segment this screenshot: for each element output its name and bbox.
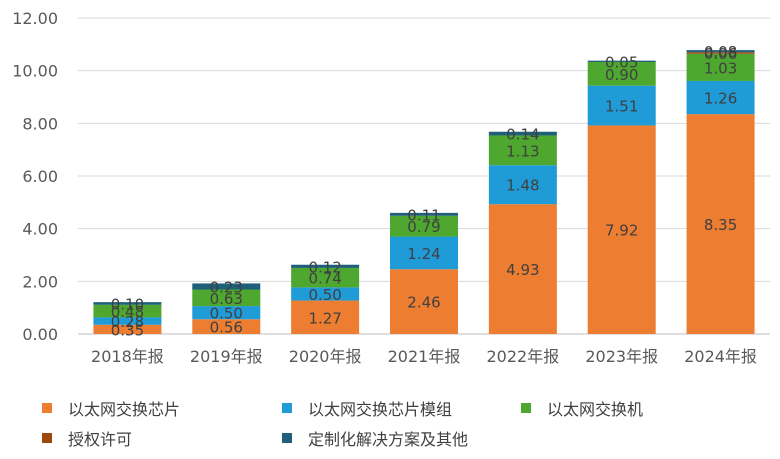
data-label: 1.13 [506, 142, 539, 160]
data-label: 1.26 [704, 90, 737, 108]
y-tick-label: 2.00 [22, 272, 58, 291]
legend-swatch [521, 403, 531, 413]
y-tick-label: 8.00 [22, 114, 58, 133]
legend-item-ethernet-switch-chip-module: 以太网交换芯片模组 [282, 396, 452, 420]
bar-segment [192, 319, 261, 334]
data-label: 0.28 [111, 313, 144, 331]
bar-segment [686, 80, 755, 115]
data-label: 0.50 [308, 286, 341, 304]
data-label: 0.74 [308, 270, 341, 288]
legend-label: 以太网交换机 [547, 400, 644, 419]
data-label: 0.05 [605, 53, 638, 71]
y-tick-label: 10.00 [12, 62, 58, 81]
data-label: 0.63 [210, 290, 243, 308]
data-label: 0.08 [704, 43, 737, 61]
bar-segment [488, 204, 557, 334]
y-tick-label: 4.00 [22, 220, 58, 239]
x-tick-label: 2018年报 [91, 347, 164, 366]
bar-segment [390, 215, 458, 237]
bar-segment [192, 283, 261, 290]
legend-swatch [282, 433, 292, 443]
bar-segment [93, 317, 162, 325]
legend-swatch [282, 403, 292, 413]
bar-segment [390, 269, 458, 334]
legend-item-custom-solutions: 定制化解决方案及其他 [282, 426, 468, 450]
data-label: 0.11 [407, 206, 440, 224]
legend-label: 定制化解决方案及其他 [308, 430, 469, 449]
bar-segment [587, 125, 656, 334]
bar-segment [686, 50, 755, 53]
bar-segment [93, 302, 162, 305]
x-axis-ticks: 2018年报 2019年报 2020年报 2021年报 2022年报 2023年报 2024… [91, 347, 757, 366]
legend-swatch [42, 433, 52, 443]
data-label: 4.93 [506, 261, 539, 279]
bar-segment [686, 53, 755, 81]
y-axis-ticks: 0.00 2.00 4.00 6.00 8.00 10.00 12.00 [12, 9, 58, 344]
data-label: 8.35 [704, 216, 737, 234]
x-tick-label: 2024年报 [684, 347, 757, 366]
bar-segment [686, 114, 755, 334]
data-label: 0.35 [111, 321, 144, 339]
legend-label: 以太网交换芯片模组 [308, 400, 453, 419]
data-label: 0.50 [210, 305, 243, 323]
legend-swatch [42, 403, 52, 413]
data-label: 0.12 [308, 258, 341, 276]
data-label: 0.06 [704, 45, 737, 63]
bar-segment [192, 289, 261, 307]
data-label: 0.56 [210, 319, 243, 337]
x-tick-label: 2020年报 [289, 347, 362, 366]
data-labels: 0.350.280.480.100.560.500.630.231.270.50… [111, 43, 738, 339]
x-tick-label: 2022年报 [486, 347, 559, 366]
bar-segment [587, 60, 656, 62]
legend-item-ethernet-switch-chip: 以太网交换芯片 [42, 396, 180, 420]
data-label: 0.90 [605, 66, 638, 84]
data-label: 2.46 [407, 294, 440, 312]
data-label: 7.92 [605, 222, 638, 240]
data-label: 0.14 [506, 126, 539, 144]
legend-label: 以太网交换芯片 [68, 400, 181, 419]
bar-segment [390, 236, 458, 270]
bar-segment [587, 85, 656, 126]
data-label: 1.24 [407, 245, 440, 263]
data-label: 1.03 [704, 59, 737, 77]
x-tick-label: 2019年报 [190, 347, 263, 366]
x-tick-label: 2023年报 [585, 347, 658, 366]
bar-segment [93, 304, 162, 318]
data-label: 0.48 [111, 303, 144, 321]
bar-segment [291, 287, 360, 301]
bar-segment [488, 135, 557, 166]
legend-item-license: 授权许可 [42, 426, 132, 450]
y-tick-label: 6.00 [22, 167, 58, 186]
bar-segment [488, 165, 557, 205]
y-tick-label: 0.00 [22, 325, 58, 344]
bar-segment [291, 267, 360, 288]
data-label: 0.79 [407, 218, 440, 236]
y-tick-label: 12.00 [12, 9, 58, 28]
legend-label: 授权许可 [68, 430, 133, 449]
bar-segment [93, 324, 162, 334]
bar-segment [192, 306, 261, 320]
bar-segment [488, 131, 557, 136]
bar-segment [291, 264, 360, 268]
bar-segment [291, 300, 360, 334]
bar-segment [390, 212, 458, 216]
data-label: 0.23 [210, 278, 243, 296]
bars [93, 50, 755, 334]
data-label: 1.51 [605, 98, 638, 116]
x-tick-label: 2021年报 [388, 347, 461, 366]
data-label: 1.27 [308, 309, 341, 327]
bar-segment [686, 52, 755, 54]
bar-segment [587, 61, 656, 86]
data-label: 1.48 [506, 177, 539, 195]
data-label: 0.10 [111, 295, 144, 313]
legend-item-ethernet-switch: 以太网交换机 [521, 396, 643, 420]
